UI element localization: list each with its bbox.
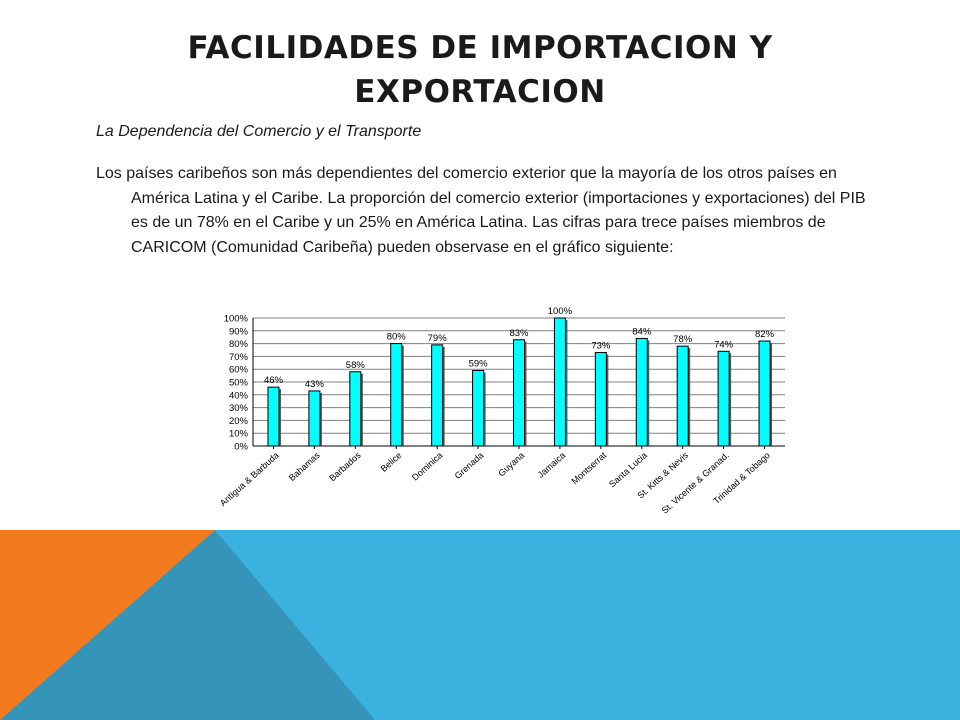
bar-value-label: 80%	[387, 332, 407, 343]
y-tick-label: 30%	[229, 403, 249, 414]
x-tick-label: St. Vicente & Granad.	[660, 450, 731, 515]
x-tick-label: Antigua & Barbuda	[218, 450, 281, 508]
bar-value-label: 84%	[632, 326, 652, 337]
y-tick-label: 60%	[229, 365, 249, 376]
x-tick-label: Belice	[379, 450, 404, 474]
x-tick-label: Barbados	[327, 450, 363, 484]
y-tick-label: 10%	[229, 429, 249, 440]
section-subtitle: La Dependencia del Comercio y el Transpo…	[96, 123, 422, 140]
x-tick-label: Dominica	[410, 450, 445, 483]
y-tick-label: 50%	[229, 378, 249, 389]
bar-value-label: 100%	[548, 306, 573, 317]
decorative-band	[0, 530, 960, 720]
bar-value-label: 79%	[428, 333, 448, 344]
bar-value-label: 73%	[591, 341, 611, 352]
y-tick-label: 70%	[229, 352, 249, 363]
bar-value-label: 83%	[509, 328, 529, 339]
bar	[349, 371, 362, 447]
y-tick-label: 100%	[224, 314, 249, 325]
chart-svg: 0%10%20%30%40%50%60%70%80%90%100%46%Anti…	[218, 306, 785, 515]
x-tick-label: Guyana	[496, 450, 526, 479]
bar	[676, 345, 689, 447]
bar	[635, 337, 648, 447]
bar	[390, 343, 403, 447]
x-tick-label: Santa Lucia	[607, 450, 649, 489]
slide-title: FACILIDADES DE IMPORTACION Y EXPORTACION	[187, 30, 773, 110]
y-tick-label: 80%	[229, 339, 249, 350]
body-paragraph: Los países caribeños son más dependiente…	[96, 165, 866, 256]
x-tick-label: Jamaica	[536, 450, 568, 480]
band-shadow-shape	[0, 530, 375, 720]
x-tick-label: Montserrat	[570, 450, 609, 487]
bar-value-label: 82%	[755, 329, 775, 340]
bar-value-label: 59%	[469, 358, 489, 369]
x-tick-label: Grenada	[453, 450, 486, 481]
trade-share-chart: 0% 10% 20% 30% 40% 50% 60% 70% 80% 90% 100% 46% Anti…	[180, 300, 800, 515]
y-tick-label: 40%	[229, 390, 249, 401]
band-orange-shape	[0, 530, 215, 720]
bar	[594, 352, 607, 447]
bar	[308, 390, 321, 447]
bar	[513, 339, 525, 447]
y-tick-label: 20%	[229, 416, 249, 427]
y-tick-label: 0%	[234, 442, 248, 453]
bar-value-label: 58%	[346, 360, 366, 371]
bar	[553, 317, 566, 447]
bar	[267, 386, 280, 447]
bar	[472, 369, 485, 447]
bar	[431, 344, 444, 447]
y-tick-label: 90%	[229, 326, 249, 337]
bar-value-label: 74%	[714, 339, 734, 350]
bar-value-label: 78%	[673, 334, 693, 345]
x-tick-label: Bahamas	[287, 450, 322, 483]
bar-value-label: 46%	[264, 375, 284, 386]
bar	[717, 350, 730, 447]
bar-value-label: 43%	[305, 379, 325, 390]
bar	[758, 340, 771, 447]
